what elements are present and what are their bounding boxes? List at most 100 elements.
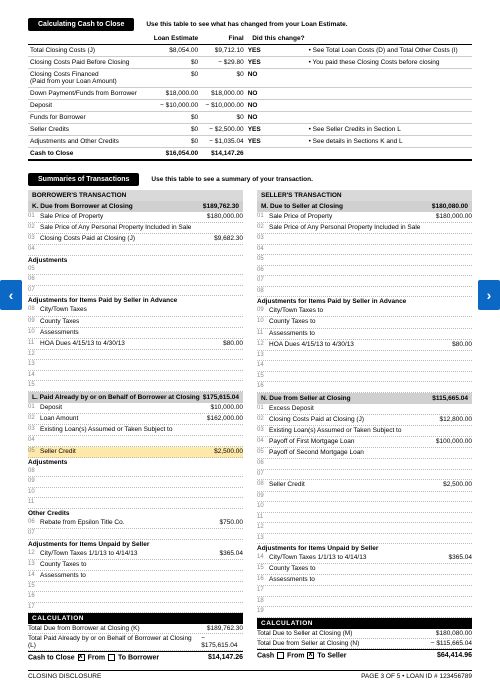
tx-row: 10County Taxes to: [257, 317, 472, 328]
tx-row: 16: [28, 592, 243, 603]
tx-row: 07: [28, 286, 243, 297]
cc-label: Seller Credits: [28, 124, 148, 136]
cc-note: • See details in Sections K and L: [307, 136, 472, 148]
tx-row: 06: [257, 266, 472, 277]
seller-transaction: SELLER'S TRANSACTIONM. Due to Seller at …: [257, 190, 472, 664]
tx-row: 14: [28, 371, 243, 382]
footer-right: PAGE 3 OF 5 • LOAN ID # 123456789: [361, 673, 472, 680]
tx-row: 13County Taxes to: [28, 560, 243, 571]
calc-cash-table: Loan EstimateFinalDid this change? Total…: [28, 33, 472, 161]
calc-cash-subtitle: Use this table to see what has changed f…: [146, 21, 347, 28]
cc-chg: NO: [246, 100, 307, 112]
cc-label: Down Payment/Funds from Borrower: [28, 88, 148, 100]
cc-total-row: Cash to Close$16,054.00$14,147.26: [28, 148, 472, 161]
tx-title: BORROWER'S TRANSACTION: [28, 190, 243, 201]
tx-row: 08: [28, 467, 243, 478]
tx-row: 04: [28, 436, 243, 447]
tx-row: 10: [257, 502, 472, 513]
tx-row: 08Seller Credit$2,500.00: [257, 480, 472, 491]
tx-row: 03Existing Loan(s) Assumed or Taken Subj…: [28, 425, 243, 436]
tx-row: 14City/Town Taxes 1/1/13 to 4/14/13$365.…: [257, 553, 472, 564]
tx-row: 15County Taxes to: [257, 564, 472, 575]
tx-row: 02Sale Price of Any Personal Property In…: [257, 223, 472, 234]
summaries-title: Summaries of Transactions: [28, 173, 139, 186]
tx-title: SELLER'S TRANSACTION: [257, 190, 472, 201]
tx-row: 09City/Town Taxes to: [257, 306, 472, 317]
cc-chg: YES: [246, 45, 307, 57]
tx-row: 06: [28, 275, 243, 286]
tx-row: 19: [257, 607, 472, 618]
cc-col-header: Did this change?: [246, 33, 307, 45]
cc-chg: YES: [246, 57, 307, 69]
cc-chg: YES: [246, 124, 307, 136]
tx-row: 07: [28, 529, 243, 540]
tx-row: 13: [257, 534, 472, 545]
cc-final: − $29.80: [200, 57, 246, 69]
cc-row: Seller Credits$0− $2,500.00YES• See Sell…: [28, 124, 472, 136]
cc-est: − $10,000.00: [148, 100, 200, 112]
tx-row: 18: [257, 597, 472, 608]
cc-row: Closing Costs Paid Before Closing$0− $29…: [28, 57, 472, 69]
cc-label: Closing Costs Paid Before Closing: [28, 57, 148, 69]
cc-row: Funds for Borrower$0$0NO: [28, 112, 472, 124]
cc-final: − $10,000.00: [200, 100, 246, 112]
tx-row: 01Excess Deposit: [257, 404, 472, 415]
tx-row: 02Loan Amount$162,000.00: [28, 414, 243, 425]
calc-header: CALCULATION: [28, 613, 243, 624]
page-footer: CLOSING DISCLOSURE PAGE 3 OF 5 • LOAN ID…: [28, 670, 472, 680]
calc-row: Total Due to Seller at Closing (M)$180,0…: [257, 629, 472, 639]
calc-final: Cash to Close From To Borrower$14,147.26: [28, 651, 243, 663]
cc-note: [307, 88, 472, 100]
tx-row: 07: [257, 470, 472, 481]
tx-row: 10Assessments: [28, 328, 243, 339]
tx-row: 13: [257, 351, 472, 362]
adj2-header: Adjustments for Items Paid by Seller in …: [257, 297, 472, 306]
tx-row: 02Sale Price of Any Personal Property In…: [28, 223, 243, 234]
tx-row: 01Deposit$10,000.00: [28, 403, 243, 414]
calc-row: Total Due from Borrower at Closing (K)$1…: [28, 624, 243, 634]
summaries-header: Summaries of Transactions Use this table…: [28, 173, 472, 186]
tx-row: 15: [28, 582, 243, 593]
tx-row: 03: [257, 234, 472, 245]
borrower-transaction: BORROWER'S TRANSACTIONK. Due from Borrow…: [28, 190, 243, 664]
tx-subhead: L. Paid Already by or on Behalf of Borro…: [28, 392, 243, 403]
cc-est: $8,054.00: [148, 45, 200, 57]
tx-subhead: N. Due from Seller at Closing$115,665.04: [257, 393, 472, 404]
cc-label: Deposit: [28, 100, 148, 112]
tx-row: 05: [28, 265, 243, 276]
tx-row: 04: [257, 245, 472, 256]
other-header: Other Credits: [28, 509, 243, 518]
calc-row: Total Paid Already by or on Behalf of Bo…: [28, 634, 243, 651]
cc-chg: YES: [246, 136, 307, 148]
cc-chg: NO: [246, 112, 307, 124]
tx-row: 09: [28, 477, 243, 488]
cc-final: $0: [200, 112, 246, 124]
cc-est: $0: [148, 57, 200, 69]
tx-row: 11: [28, 498, 243, 509]
tx-row: 05Payoff of Second Mortgage Loan: [257, 448, 472, 459]
cc-row: Down Payment/Funds from Borrower$18,000.…: [28, 88, 472, 100]
tx-row: 01Sale Price of Property$180,000.00: [257, 212, 472, 223]
tx-row: 11Assessments to: [257, 329, 472, 340]
calc-cash-title: Calculating Cash to Close: [28, 18, 134, 31]
tx-row: 08: [257, 287, 472, 298]
tx-row: 03Closing Costs Paid at Closing (J)$9,68…: [28, 234, 243, 245]
tx-row: 02Closing Costs Paid at Closing (J)$12,8…: [257, 415, 472, 426]
tx-subhead: M. Due to Seller at Closing$180,080.00: [257, 201, 472, 212]
cc-row: Deposit− $10,000.00− $10,000.00NO: [28, 100, 472, 112]
tx-row: 16: [257, 382, 472, 393]
tx-row: 12HOA Dues 4/15/13 to 4/30/13$80.00: [257, 340, 472, 351]
cc-label: Total Closing Costs (J): [28, 45, 148, 57]
tx-row: 13: [28, 360, 243, 371]
cc-note: [307, 100, 472, 112]
tx-row: 16Assessments to: [257, 575, 472, 586]
tx-row: 04Payoff of First Mortgage Loan$100,000.…: [257, 437, 472, 448]
cc-chg: NO: [246, 69, 307, 88]
tx-row: 09County Taxes: [28, 317, 243, 328]
cc-est: $18,000.00: [148, 88, 200, 100]
adj-header: Adjustments: [28, 458, 243, 467]
cc-col-header: [28, 33, 148, 45]
summaries-subtitle: Use this table to see a summary of your …: [151, 176, 312, 183]
adj2-header: Adjustments for Items Unpaid by Seller: [257, 544, 472, 553]
tx-row: 01Sale Price of Property$180,000.00: [28, 212, 243, 223]
